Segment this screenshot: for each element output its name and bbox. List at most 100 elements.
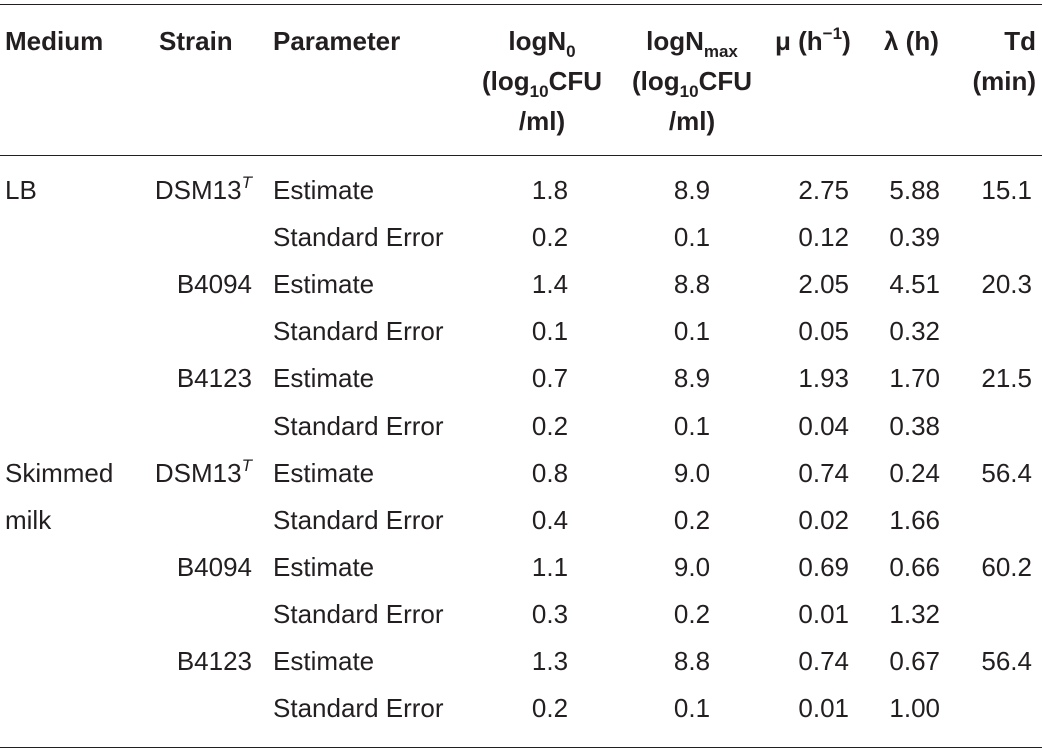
header-logn0-line3: /ml) <box>518 106 566 136</box>
cell-lognmax: 0.1 <box>673 316 711 346</box>
cell-lambda: 1.70 <box>889 363 940 393</box>
header-strain: Strain <box>159 21 233 61</box>
cell-logn0: 0.4 <box>531 505 569 535</box>
cell-parameter: Standard Error <box>273 693 444 723</box>
cell-mu: 0.05 <box>798 316 849 346</box>
table-row: Standard Error 0.2 0.1 0.12 0.39 <box>0 214 1042 261</box>
cell-lambda: 0.66 <box>889 552 940 582</box>
cell-mu: 0.12 <box>798 222 849 252</box>
cell-parameter: Standard Error <box>273 316 444 346</box>
header-logn0-line2: (log10CFU <box>481 66 602 101</box>
header-parameter: Parameter <box>273 21 400 61</box>
header-medium: Medium <box>5 21 103 61</box>
cell-parameter: Standard Error <box>273 505 444 535</box>
cell-td: 15.1 <box>981 175 1032 205</box>
table-row: Standard Error 0.1 0.1 0.05 0.32 <box>0 308 1042 355</box>
cell-logn0: 0.3 <box>531 599 569 629</box>
cell-td: 60.2 <box>981 552 1032 582</box>
table-row: Skimmed DSM13T Estimate 0.8 9.0 0.74 0.24 56.4 <box>0 450 1042 497</box>
cell-td: 56.4 <box>981 458 1032 488</box>
header-lognmax: logNmax (log10CFU /ml) <box>612 21 772 141</box>
cell-medium: milk <box>5 505 52 535</box>
header-strain-label: Strain <box>159 26 233 56</box>
cell-lambda: 0.24 <box>889 458 940 488</box>
cell-logn0: 0.2 <box>531 222 569 252</box>
cell-parameter: Standard Error <box>273 411 444 441</box>
cell-td: 21.5 <box>981 363 1032 393</box>
cell-parameter: Standard Error <box>273 222 444 252</box>
table-header-rule <box>0 155 1042 156</box>
cell-logn0: 0.1 <box>531 316 569 346</box>
cell-lognmax: 8.8 <box>673 646 711 676</box>
cell-mu: 2.05 <box>798 269 849 299</box>
cell-medium: Skimmed <box>5 458 114 488</box>
cell-logn0: 0.8 <box>531 458 569 488</box>
table-row: milk Standard Error 0.4 0.2 0.02 1.66 <box>0 497 1042 544</box>
cell-parameter: Estimate <box>273 175 375 205</box>
cell-mu: 0.02 <box>798 505 849 535</box>
cell-mu: 2.75 <box>798 175 849 205</box>
strain-type-superscript: T <box>241 173 252 192</box>
cell-parameter: Estimate <box>273 363 375 393</box>
cell-mu: 0.04 <box>798 411 849 441</box>
cell-logn0: 0.2 <box>531 411 569 441</box>
table-row: B4094 Estimate 1.1 9.0 0.69 0.66 60.2 <box>0 544 1042 591</box>
cell-lognmax: 0.2 <box>673 599 711 629</box>
header-logn0-line1: logN0 <box>508 26 576 61</box>
cell-lognmax: 0.1 <box>673 693 711 723</box>
cell-parameter: Estimate <box>273 458 375 488</box>
table-row: Standard Error 0.2 0.1 0.01 1.00 <box>0 685 1042 732</box>
cell-strain: DSM13T <box>154 456 252 488</box>
cell-lognmax: 8.9 <box>673 363 711 393</box>
cell-lognmax: 0.2 <box>673 505 711 535</box>
cell-parameter: Estimate <box>273 269 375 299</box>
cell-lambda: 1.32 <box>889 599 940 629</box>
cell-lambda: 0.39 <box>889 222 940 252</box>
cell-parameter: Standard Error <box>273 599 444 629</box>
header-td: Td (min) <box>972 21 1036 101</box>
cell-lognmax: 0.1 <box>673 222 711 252</box>
header-lognmax-line1: logNmax <box>646 26 738 61</box>
cell-logn0: 0.2 <box>531 693 569 723</box>
cell-mu: 0.01 <box>798 693 849 723</box>
cell-lambda: 0.67 <box>889 646 940 676</box>
cell-lambda: 1.00 <box>889 693 940 723</box>
cell-strain: B4123 <box>176 363 252 393</box>
cell-td: 56.4 <box>981 646 1032 676</box>
cell-strain: B4123 <box>176 646 252 676</box>
cell-mu: 0.01 <box>798 599 849 629</box>
table-bottom-rule <box>0 747 1042 748</box>
header-lognmax-line2: (log10CFU <box>631 66 752 101</box>
cell-logn0: 1.4 <box>531 269 569 299</box>
table-top-rule <box>0 4 1042 5</box>
header-logn0: logN0 (log10CFU /ml) <box>462 21 622 141</box>
cell-strain: B4094 <box>176 552 252 582</box>
cell-mu: 0.69 <box>798 552 849 582</box>
cell-lambda: 4.51 <box>889 269 940 299</box>
cell-strain: B4094 <box>176 269 252 299</box>
strain-type-superscript: T <box>241 456 252 475</box>
header-lambda: λ (h) <box>884 21 939 61</box>
cell-logn0: 1.8 <box>531 175 569 205</box>
cell-mu: 0.74 <box>798 646 849 676</box>
cell-logn0: 1.3 <box>531 646 569 676</box>
table-row: B4123 Estimate 1.3 8.8 0.74 0.67 56.4 <box>0 638 1042 685</box>
cell-parameter: Estimate <box>273 646 375 676</box>
cell-lognmax: 9.0 <box>673 458 711 488</box>
header-td-line2: (min) <box>972 66 1036 96</box>
table-row: B4123 Estimate 0.7 8.9 1.93 1.70 21.5 <box>0 355 1042 402</box>
header-parameter-label: Parameter <box>273 26 401 56</box>
cell-lambda: 1.66 <box>889 505 940 535</box>
table-row: B4094 Estimate 1.4 8.8 2.05 4.51 20.3 <box>0 261 1042 308</box>
table-row: LB DSM13T Estimate 1.8 8.9 2.75 5.88 15.1 <box>0 167 1042 214</box>
cell-lognmax: 8.9 <box>673 175 711 205</box>
cell-medium: LB <box>5 175 37 205</box>
header-lambda-label: λ (h) <box>884 26 939 56</box>
cell-lambda: 0.32 <box>889 316 940 346</box>
header-td-line1: Td <box>1004 26 1036 56</box>
cell-mu: 0.74 <box>798 458 849 488</box>
table-row: Standard Error 0.3 0.2 0.01 1.32 <box>0 591 1042 638</box>
header-lognmax-line3: /ml) <box>668 106 716 136</box>
cell-parameter: Estimate <box>273 552 375 582</box>
